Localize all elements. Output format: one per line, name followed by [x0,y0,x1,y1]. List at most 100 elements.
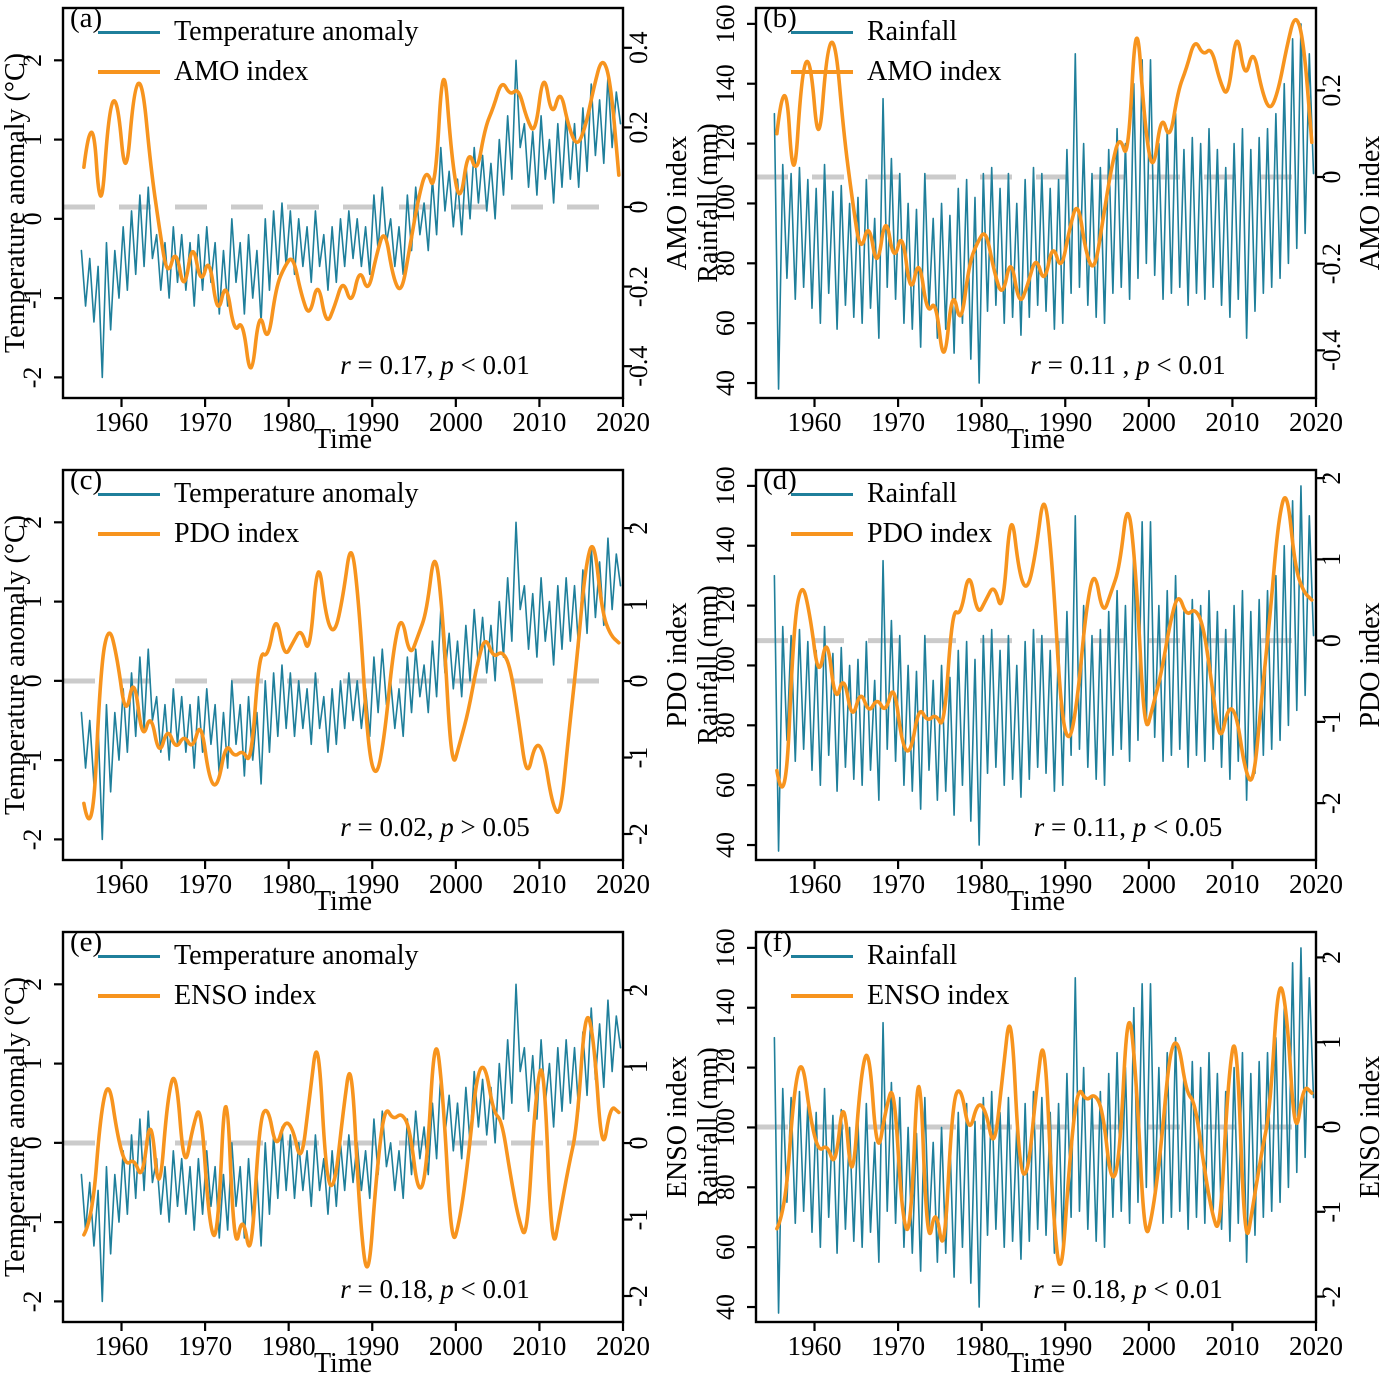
right-tick-label: 0 [624,675,653,688]
x-tick-label: 1960 [95,869,149,899]
series-group [63,521,623,841]
left-tick-label: 1 [18,1057,47,1070]
correlation-annotation: r = 0.18, p < 0.01 [1033,1274,1223,1304]
panel-c-plot: 1960 1970 1980 1990 2000 2010 2020 2 1 0 -1 -2 2 1 0 -1… [18,468,653,899]
right-axis-title: AMO index [662,135,693,271]
correlation-annotation: r = 0.18, p < 0.01 [340,1274,530,1304]
x-tick-label: 2000 [429,1331,483,1361]
x-tick-label: 2010 [1205,1331,1259,1361]
left-tick-label: 0 [18,674,47,687]
x-tick-label: 1970 [871,869,925,899]
blue-line-sample [791,30,853,34]
orange-line-sample [791,994,853,998]
x-tick-label: 1980 [955,407,1009,437]
left-tick-label: 80 [711,712,740,738]
panel-e-plot: 1960 1970 1980 1990 2000 2010 2020 2 1 0 -1 -2 2 1 0 -1… [18,930,653,1361]
left-tick-label: 140 [711,988,740,1027]
correlation-annotation: r = 0.11 , p < 0.01 [1030,350,1226,380]
panel-b: 1960 1970 1980 1990 2000 2010 2020 160 140 120 100… [693,0,1386,462]
series-group [756,947,1316,1314]
blue-line-sample [98,492,160,496]
blue-line-sample [98,30,160,34]
x-axis-title: Time [313,1348,373,1379]
right-tick-label: -1 [624,747,653,769]
x-tick-label: 1970 [178,407,232,437]
left-axis-title: Rainfall (mm) [693,585,724,745]
blue-line-sample [98,954,160,958]
legend-label: AMO index [174,56,309,87]
left-tick-label: 120 [711,124,740,163]
right-tick-label: -2 [1317,1286,1346,1308]
x-tick-label: 1990 [345,1331,399,1361]
right-tick-label: 1 [624,1060,653,1073]
legend: Temperature anomaly AMO index [98,12,418,92]
left-axis-title: Temperature anomaly (°C) [0,52,31,354]
orange-line-sample [98,994,160,998]
x-tick-label: 1980 [262,407,316,437]
x-tick-label: 1990 [1038,869,1092,899]
x-tick-label: 1970 [178,869,232,899]
left-tick-label: 60 [711,310,740,336]
left-tick-label: 1 [18,133,47,146]
left-tick-label: 100 [711,646,740,685]
x-tick-label: 1960 [95,1331,149,1361]
legend-item: Rainfall [791,474,992,514]
panel-letter: (a) [70,2,103,34]
right-tick-label: 1 [1317,553,1346,566]
legend-item: PDO index [98,514,418,554]
legend: Temperature anomaly PDO index [98,474,418,554]
x-tick-label: 2020 [596,1331,650,1361]
x-tick-label: 1970 [871,1331,925,1361]
left-tick-label: 160 [711,466,740,505]
left-tick-label: -2 [18,1291,47,1313]
legend: Rainfall AMO index [791,12,1002,92]
right-tick-label: -0.2 [1317,243,1346,284]
panel-letter: (f) [763,926,792,958]
x-tick-label: 2000 [429,869,483,899]
legend-item: Rainfall [791,936,1009,976]
right-tick-label: -2 [624,1285,653,1307]
x-tick-label: 2020 [1289,869,1343,899]
legend-item: PDO index [791,514,992,554]
pdo-line [775,496,1314,789]
left-tick-label: 160 [711,928,740,967]
right-tick-label: -0.2 [624,266,653,307]
left-tick-label: 2 [18,54,47,67]
legend-label: Temperature anomaly [174,478,419,509]
legend-label: Rainfall [867,940,958,971]
orange-line-sample [98,532,160,536]
left-tick-label: 100 [711,1108,740,1147]
legend: Rainfall PDO index [791,474,992,554]
legend-label: Temperature anomaly [174,16,419,47]
x-tick-label: 1980 [262,1331,316,1361]
left-tick-label: 140 [711,526,740,565]
panel-d-plot: 1960 1970 1980 1990 2000 2010 2020160140120100… [711,466,1346,899]
panel-letter: (c) [70,464,103,496]
left-tick-label: 80 [711,1174,740,1200]
right-tick-label: -1 [624,1209,653,1231]
blue-line-sample [791,954,853,958]
left-tick-label: -1 [18,1211,47,1233]
left-tick-label: 80 [711,250,740,276]
x-tick-label: 1990 [1038,1331,1092,1361]
x-tick-label: 2010 [512,869,566,899]
x-tick-label: 1960 [788,407,842,437]
x-tick-label: 1960 [788,869,842,899]
legend-item: Temperature anomaly [98,474,418,514]
x-tick-label: 2020 [596,869,650,899]
plot-frame [61,6,625,400]
left-tick-label: 2 [18,516,47,529]
x-tick-label: 1990 [345,407,399,437]
legend-item: Temperature anomaly [98,12,418,52]
x-axis-title: Time [313,886,373,917]
x-tick-label: 1960 [788,1331,842,1361]
right-tick-label: 0 [1317,1121,1346,1134]
right-tick-label: 2 [1317,472,1346,485]
left-tick-label: -1 [18,749,47,771]
legend-label: Rainfall [867,16,958,47]
right-axis-title: AMO index [1355,135,1386,271]
legend-label: ENSO index [174,980,317,1011]
right-axis-title: ENSO index [1355,1055,1386,1199]
left-tick-label: 1 [18,595,47,608]
right-tick-label: 0.4 [624,32,653,64]
